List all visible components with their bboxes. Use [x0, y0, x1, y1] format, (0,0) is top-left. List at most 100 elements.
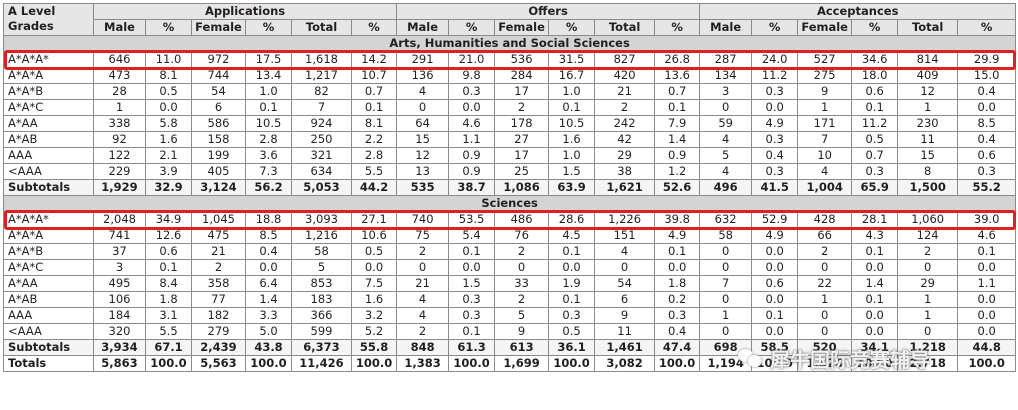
column-header: Male [396, 19, 450, 36]
table-cell: 3 [93, 259, 146, 276]
table-cell: 0.2 [654, 291, 701, 308]
table-cell: 178 [494, 115, 550, 132]
grades-column-header: A Level Grades [3, 3, 94, 36]
table-cell: 0.0 [851, 259, 899, 276]
table-cell: 52.9 [751, 211, 799, 228]
table-cell: 52.6 [654, 179, 701, 196]
table-cell: 27.1 [350, 211, 398, 228]
table-cell: 13.6 [654, 67, 701, 84]
table-cell: 632 [699, 211, 753, 228]
row-label: A*A*A [3, 227, 94, 244]
table-cell: 338 [93, 115, 146, 132]
table-cell: 7.9 [654, 115, 701, 132]
table-cell: 10.5 [548, 115, 596, 132]
table-cell: 0 [797, 323, 853, 340]
table-cell: 8.5 [957, 115, 1017, 132]
table-cell: 122 [93, 147, 146, 164]
table-cell: 1.1 [448, 131, 496, 148]
offers-group-header: Offers [396, 3, 701, 20]
table-cell: 17 [494, 83, 550, 100]
table-cell: 31.5 [548, 51, 596, 68]
table-cell: 1,004 [797, 179, 853, 196]
table-cell: 0.1 [654, 243, 701, 260]
table-cell: 0.0 [851, 307, 899, 324]
table-cell: 34.9 [145, 211, 192, 228]
table-cell: 3.1 [145, 307, 192, 324]
table-cell: 8.1 [350, 115, 398, 132]
table-cell: 405 [191, 163, 246, 180]
table-cell: 0.5 [145, 83, 192, 100]
wechat-icon [738, 347, 764, 369]
table-cell: 4.9 [654, 227, 701, 244]
column-header: Male [93, 19, 146, 36]
table-cell: 0.1 [448, 323, 496, 340]
table-cell: 63.9 [548, 179, 596, 196]
table-cell: 848 [396, 339, 450, 356]
table-cell: 3,934 [93, 339, 146, 356]
table-cell: 1.1 [957, 275, 1017, 292]
row-label: A*A*B [3, 243, 94, 260]
table-cell: 100.0 [448, 355, 496, 372]
row-label: Subtotals [3, 339, 94, 356]
table-cell: 4 [396, 83, 450, 100]
table-cell: 55.8 [350, 339, 398, 356]
table-cell: 4 [396, 307, 450, 324]
table-cell: 409 [897, 67, 959, 84]
table-cell: 0.0 [548, 259, 596, 276]
table-cell: 1.6 [548, 131, 596, 148]
table-cell: 29.9 [957, 51, 1017, 68]
table-cell: 0.1 [751, 307, 799, 324]
table-cell: 5.5 [350, 163, 398, 180]
table-cell: 230 [897, 115, 959, 132]
table-cell: 366 [291, 307, 352, 324]
table-cell: 38.7 [448, 179, 496, 196]
table-cell: 972 [191, 51, 246, 68]
table-cell: 827 [594, 51, 656, 68]
table-cell: 358 [191, 275, 246, 292]
table-cell: 5.5 [145, 323, 192, 340]
section-title: Sciences [2, 195, 1017, 212]
table-row: AAA 122 2.1 199 3.6 321 2.8 12 0.9 17 1.0 29 0.9 5 0.4… [3, 147, 1017, 164]
table-cell: 1.0 [548, 147, 596, 164]
table-cell: 44.2 [350, 179, 398, 196]
table-cell: 28.1 [851, 211, 899, 228]
table-cell: 924 [291, 115, 352, 132]
table-cell: 0.1 [548, 99, 596, 116]
row-label: Subtotals [3, 179, 94, 196]
table-cell: 5,053 [291, 179, 352, 196]
table-cell: 1,217 [291, 67, 352, 84]
table-cell: 54 [191, 83, 246, 100]
column-header: Female [494, 19, 550, 36]
table-cell: 100.0 [957, 355, 1017, 372]
table-cell: 0.1 [245, 99, 292, 116]
table-cell: 59 [699, 115, 753, 132]
table-cell: 0 [897, 323, 959, 340]
table-cell: 536 [494, 51, 550, 68]
table-cell: 7.5 [350, 275, 398, 292]
table-cell: 428 [797, 211, 853, 228]
table-cell: 7 [797, 131, 853, 148]
table-cell: 75 [396, 227, 450, 244]
totals-row: Totals 5,863 100.0 5,563 100.0 11,426 100.0 1,3… [3, 355, 1017, 372]
table-cell: 0.0 [957, 323, 1017, 340]
table-cell: 61.3 [448, 339, 496, 356]
table-cell: 0 [494, 259, 550, 276]
table-cell: 33 [494, 275, 550, 292]
table-cell: 11.0 [145, 51, 192, 68]
table-cell: 58.5 [751, 339, 799, 356]
table-body: Arts, Humanities and Social Sciences A*A*… [2, 35, 1017, 372]
table-cell: 741 [93, 227, 146, 244]
table-cell: 0.0 [957, 259, 1017, 276]
table-cell: 3,082 [594, 355, 656, 372]
table-cell: 4.6 [957, 227, 1017, 244]
table-cell: 1,045 [191, 211, 246, 228]
row-label: A*A*C [3, 99, 94, 116]
table-row: A*AA 495 8.4 358 6.4 853 7.5 21 1.5 33 1.9 54 1.8 7 0.… [3, 275, 1017, 292]
table-cell: 0.3 [448, 83, 496, 100]
section-header-row: Arts, Humanities and Social Sciences [2, 35, 1017, 52]
acceptances-group-header: Acceptances [699, 3, 1017, 20]
table-cell: 2,439 [191, 339, 246, 356]
table-cell: 486 [494, 211, 550, 228]
table-cell: 182 [191, 307, 246, 324]
